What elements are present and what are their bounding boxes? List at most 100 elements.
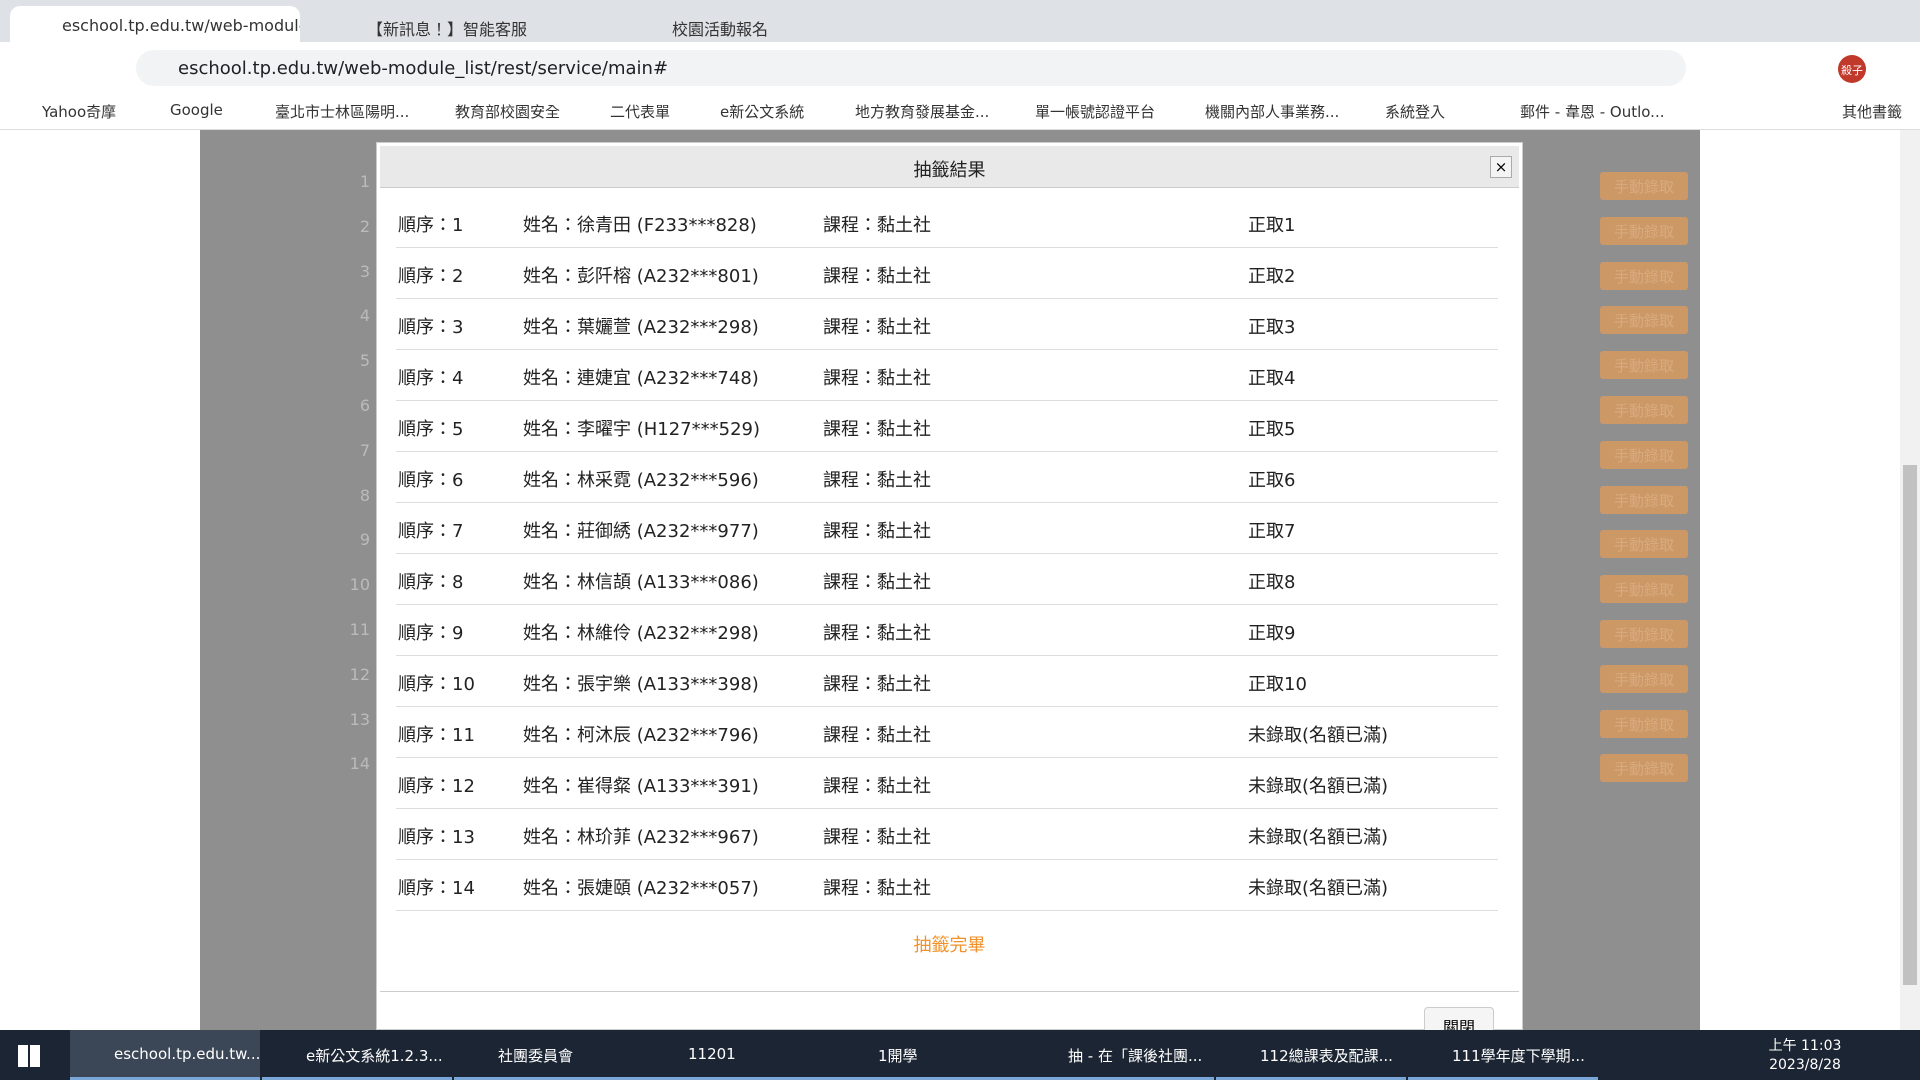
action-button[interactable]: 手動錄取 bbox=[1600, 530, 1688, 559]
action-button[interactable]: 手動錄取 bbox=[1600, 754, 1688, 783]
cell-result: 正取6 bbox=[1248, 470, 1296, 491]
cell-result: 正取3 bbox=[1248, 317, 1296, 338]
taskbar-item[interactable]: 111學年度下學期... bbox=[1408, 1030, 1598, 1080]
bookmark[interactable]: 地方教育發展基金... bbox=[855, 103, 990, 121]
row-number: 11 bbox=[349, 620, 370, 639]
row-divider bbox=[396, 400, 1498, 401]
action-button[interactable]: 手動錄取 bbox=[1600, 709, 1688, 738]
cell-name: 姓名：林采霓 (A232***596) bbox=[523, 470, 759, 491]
cell-order: 順序：4 bbox=[398, 368, 464, 389]
row-divider bbox=[396, 706, 1498, 707]
taskbar-item[interactable]: 社團委員會 bbox=[454, 1030, 644, 1080]
action-button[interactable]: 手動錄取 bbox=[1600, 306, 1688, 335]
action-button[interactable]: 手動錄取 bbox=[1600, 351, 1688, 380]
row-number: 10 bbox=[349, 575, 370, 595]
cell-order: 順序：12 bbox=[398, 776, 475, 797]
cell-order: 順序：9 bbox=[398, 623, 464, 644]
action-button[interactable]: 手動錄取 bbox=[1600, 440, 1688, 469]
tab[interactable]: 校園活動報名 bbox=[672, 20, 769, 39]
bookmark[interactable]: Google bbox=[170, 101, 223, 119]
row-divider bbox=[396, 502, 1498, 503]
row-number: 12 bbox=[349, 664, 370, 684]
row-number: 6 bbox=[359, 396, 370, 415]
cell-course: 課程：黏土社 bbox=[823, 725, 931, 746]
cell-name: 姓名：徐青田 (F233***828) bbox=[523, 215, 757, 236]
close-icon[interactable]: × bbox=[1490, 156, 1512, 178]
bookmark[interactable]: 機關內部人事業務... bbox=[1205, 103, 1340, 121]
action-button[interactable]: 手動錄取 bbox=[1600, 664, 1688, 693]
row-number: 8 bbox=[359, 485, 370, 505]
cell-name: 姓名：林維伶 (A232***298) bbox=[523, 623, 759, 644]
bookmark[interactable]: 郵件 - 韋恩 - Outlo... bbox=[1520, 103, 1665, 121]
taskbar-item[interactable]: 112總課表及配課... bbox=[1216, 1030, 1406, 1080]
cell-course: 課程：黏土社 bbox=[823, 215, 931, 236]
row-number: 9 bbox=[359, 530, 370, 550]
cell-name: 姓名：崔得粲 (A133***391) bbox=[523, 776, 759, 797]
cell-course: 課程：黏土社 bbox=[823, 470, 931, 491]
cell-course: 課程：黏土社 bbox=[823, 521, 931, 542]
bookmark[interactable]: Yahoo奇摩 bbox=[42, 103, 117, 121]
bookmark[interactable]: 單一帳號認證平台 bbox=[1035, 103, 1156, 121]
cell-order: 順序：3 bbox=[398, 317, 464, 338]
modal-header bbox=[380, 146, 1519, 188]
taskbar bbox=[0, 1030, 1920, 1080]
tab[interactable]: eschool.tp.edu.tw/web-module_list bbox=[10, 6, 300, 42]
bookmark[interactable]: 臺北市士林區陽明... bbox=[275, 103, 410, 121]
action-button[interactable]: 手動錄取 bbox=[1600, 620, 1688, 648]
row-number: 13 bbox=[349, 709, 370, 729]
cell-result: 正取8 bbox=[1248, 572, 1296, 593]
cell-result: 正取1 bbox=[1248, 215, 1296, 236]
start-button[interactable] bbox=[18, 1045, 40, 1067]
action-button[interactable]: 手動錄取 bbox=[1600, 485, 1688, 514]
cell-order: 順序：1 bbox=[398, 215, 464, 236]
bookmarks-bar bbox=[0, 93, 1920, 130]
cell-course: 課程：黏土社 bbox=[823, 419, 931, 440]
cell-course: 課程：黏土社 bbox=[823, 827, 931, 848]
cell-course: 課程：黏土社 bbox=[823, 266, 931, 287]
tab[interactable]: 【新訊息！】智能客服 bbox=[367, 20, 528, 39]
cell-course: 課程：黏土社 bbox=[823, 572, 931, 593]
row-divider bbox=[396, 859, 1498, 860]
cell-order: 順序：2 bbox=[398, 266, 464, 287]
cell-course: 課程：黏土社 bbox=[823, 623, 931, 644]
address-bar[interactable]: eschool.tp.edu.tw/web-module_list/rest/s… bbox=[136, 50, 1686, 86]
action-button[interactable]: 手動錄取 bbox=[1600, 172, 1688, 200]
profile[interactable]: 殺子 bbox=[1838, 55, 1866, 83]
row-divider bbox=[396, 604, 1498, 605]
modal-title: 抽籤結果 bbox=[913, 160, 986, 181]
cell-name: 姓名：柯沐辰 (A232***796) bbox=[523, 725, 759, 746]
taskbar-item[interactable]: e新公文系統1.2.3... bbox=[262, 1030, 452, 1080]
cell-result: 未錄取(名額已滿) bbox=[1248, 827, 1389, 848]
row-divider bbox=[396, 451, 1498, 452]
row-divider bbox=[396, 298, 1498, 299]
row-number: 3 bbox=[359, 261, 370, 281]
bookmark[interactable]: 其他書籤 bbox=[1842, 103, 1903, 121]
bookmark[interactable]: 二代表單 bbox=[610, 103, 671, 121]
action-button[interactable]: 手動錄取 bbox=[1600, 575, 1688, 604]
taskbar-item[interactable]: eschool.tp.edu.tw... bbox=[70, 1030, 260, 1080]
taskbar-item[interactable]: 11201 bbox=[644, 1030, 834, 1080]
scroll-thumb[interactable] bbox=[1903, 465, 1917, 985]
row-number: 4 bbox=[359, 306, 370, 326]
cell-course: 課程：黏土社 bbox=[823, 674, 931, 695]
action-button[interactable]: 手動錄取 bbox=[1600, 216, 1688, 245]
cell-result: 正取7 bbox=[1248, 521, 1296, 542]
cell-course: 課程：黏土社 bbox=[823, 317, 931, 338]
bookmark[interactable]: 教育部校園安全 bbox=[455, 103, 561, 121]
tab-bar bbox=[0, 0, 1920, 42]
cell-course: 課程：黏土社 bbox=[823, 878, 931, 899]
clock-time: 上午 11:03 bbox=[1768, 1038, 1842, 1054]
row-number: 1 bbox=[359, 172, 370, 191]
bookmark[interactable]: 系統登入 bbox=[1385, 103, 1446, 121]
cell-name: 姓名：張婕頤 (A232***057) bbox=[523, 878, 759, 899]
action-button[interactable]: 手動錄取 bbox=[1600, 396, 1688, 424]
taskbar-item[interactable]: 抽 - 在「課後社團... bbox=[1024, 1030, 1214, 1080]
modal-divider bbox=[380, 991, 1519, 992]
action-button[interactable]: 手動錄取 bbox=[1600, 261, 1688, 290]
row-divider bbox=[396, 655, 1498, 656]
cell-result: 正取5 bbox=[1248, 419, 1296, 440]
bookmark[interactable]: e新公文系統 bbox=[720, 103, 805, 121]
row-divider bbox=[396, 910, 1498, 911]
taskbar-item[interactable]: 1開學 bbox=[834, 1030, 1024, 1080]
